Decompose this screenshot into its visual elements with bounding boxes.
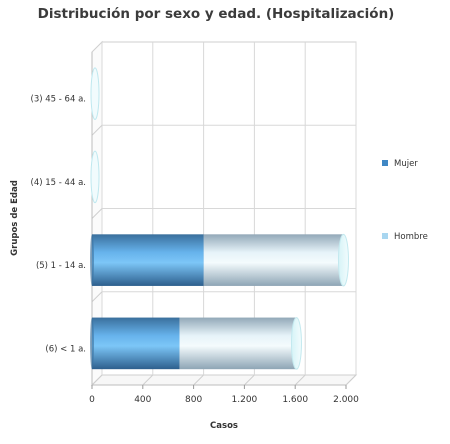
plot-floor xyxy=(90,374,358,386)
bar-end-cap xyxy=(290,317,302,370)
chart-title: Distribución por sexo y edad. (Hospitali… xyxy=(37,6,395,22)
y-axis-title: Grupos de Edad xyxy=(10,180,20,256)
legend: Mujer Hombre xyxy=(382,159,428,242)
x-floor-gridline xyxy=(345,374,357,386)
labels-layer: 0 400 800 1.200 1.600 2.000 (3) 45 - 64 a. (4) … xyxy=(10,95,359,431)
x-tick-label: 400 xyxy=(134,395,151,405)
bar-cap-empty xyxy=(90,67,100,120)
y-wall-gridline xyxy=(91,291,103,303)
x-tick-label: 0 xyxy=(89,395,95,405)
category-label: (4) 15 - 44 a. xyxy=(31,178,86,188)
category-label: (6) < 1 a. xyxy=(45,344,86,354)
bar-start-cap xyxy=(90,234,94,286)
x-floor-gridline xyxy=(91,374,103,386)
x-tick-label: 2.000 xyxy=(333,395,359,405)
x-floor-gridline xyxy=(294,374,306,386)
bar-mujer xyxy=(92,234,204,286)
category-label: (5) 1 - 14 a. xyxy=(36,261,86,271)
x-floor-gridline xyxy=(244,374,255,386)
x-floor-gridline xyxy=(142,374,154,386)
category-label: (3) 45 - 64 a. xyxy=(31,95,86,105)
x-axis-title: Casos xyxy=(210,421,238,431)
legend-label-hombre: Hombre xyxy=(394,232,428,242)
bar-cap-empty xyxy=(90,150,100,204)
bar-hombre xyxy=(203,234,344,286)
bar-mujer xyxy=(92,317,180,370)
legend-swatch-mujer xyxy=(382,160,388,166)
bar-hombre xyxy=(179,317,297,370)
x-floor-gridline xyxy=(193,374,204,386)
x-tick-label: 1.600 xyxy=(282,395,308,405)
bar-end-cap xyxy=(337,233,349,287)
bars-layer xyxy=(90,67,349,370)
x-tick-label: 1.200 xyxy=(232,395,258,405)
legend-label-mujer: Mujer xyxy=(394,159,418,169)
bar-start-cap xyxy=(90,317,94,370)
x-tick-label: 800 xyxy=(185,395,202,405)
y-wall-gridline xyxy=(91,208,103,219)
y-wall-gridline xyxy=(91,124,103,136)
legend-swatch-hombre xyxy=(382,233,388,239)
